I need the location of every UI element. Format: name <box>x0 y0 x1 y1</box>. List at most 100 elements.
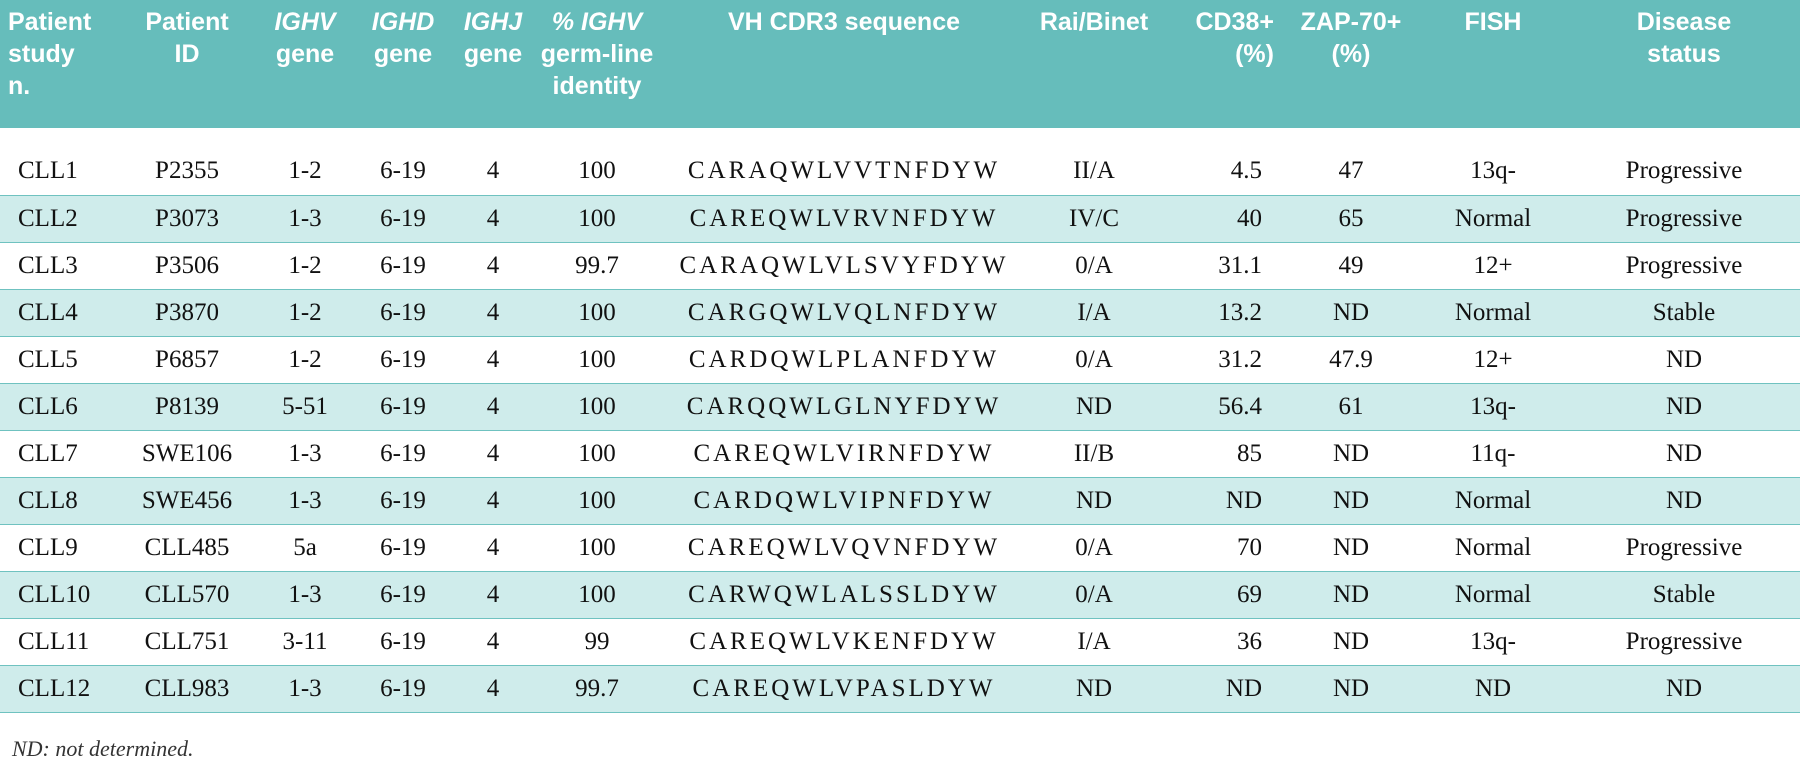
cell-rai-binet: I/A <box>1028 618 1160 666</box>
cell-study: CLL6 <box>0 383 118 431</box>
cell-cdr3-sequence: CARWQWLALSSLDYW <box>660 571 1028 619</box>
cell-rai-binet: I/A <box>1028 289 1160 337</box>
cell-germline-identity: 100 <box>534 430 660 478</box>
cell-study: CLL1 <box>0 148 118 196</box>
cell-zap70: ND <box>1284 571 1418 619</box>
cell-study: CLL12 <box>0 665 118 713</box>
cell-zap70: 65 <box>1284 195 1418 243</box>
cell-patient-id: P6857 <box>118 336 256 384</box>
cell-patient-id: P3870 <box>118 289 256 337</box>
cell-cdr3-sequence: CARDQWLPLANFDYW <box>660 336 1028 384</box>
cell-rai-binet: 0/A <box>1028 242 1160 290</box>
header-spacer <box>0 128 1800 148</box>
cell-zap70: ND <box>1284 477 1418 525</box>
cell-patient-id: CLL983 <box>118 665 256 713</box>
cell-germline-identity: 99.7 <box>534 665 660 713</box>
cell-rai-binet: II/B <box>1028 430 1160 478</box>
header-cd38: CD38+ (%) <box>1195 8 1274 68</box>
cell-cdr3-sequence: CARAQWLVVTNFDYW <box>660 148 1028 196</box>
cell-germline-identity: 100 <box>534 524 660 572</box>
header-ighj-gene: IGHJ gene <box>463 8 523 68</box>
header-ighd-gene: IGHD gene <box>371 8 435 68</box>
cell-cd38: 36 <box>1160 618 1284 666</box>
cell-rai-binet: 0/A <box>1028 524 1160 572</box>
cell-ighd-gene: 6-19 <box>354 477 452 525</box>
cell-fish: Normal <box>1418 289 1568 337</box>
cell-ighd-gene: 6-19 <box>354 383 452 431</box>
table-row: CLL12 CLL983 1-3 6-19 4 99.7 CAREQWLVPASLDYW ND… <box>0 665 1800 713</box>
cell-cd38: 70 <box>1160 524 1284 572</box>
cell-cd38: 13.2 <box>1160 289 1284 337</box>
cell-cdr3-sequence: CAREQWLVIRNFDYW <box>660 430 1028 478</box>
table-footnote: ND: not determined. <box>12 736 194 761</box>
cell-rai-binet: 0/A <box>1028 571 1160 619</box>
cell-ighv-gene: 5-51 <box>256 383 354 431</box>
table-header-row: Patient study n. Patient ID IGHV gene IG… <box>0 0 1800 128</box>
cell-zap70: 61 <box>1284 383 1418 431</box>
cell-zap70: ND <box>1284 430 1418 478</box>
cell-zap70: ND <box>1284 289 1418 337</box>
cell-ighj-gene: 4 <box>452 336 534 384</box>
table-row: CLL5 P6857 1-2 6-19 4 100 CARDQWLPLANFDYW 0/A 31… <box>0 336 1800 384</box>
table-row: CLL11 CLL751 3-11 6-19 4 99 CAREQWLVKENFDYW I/A… <box>0 618 1800 666</box>
cell-cd38: 40 <box>1160 195 1284 243</box>
cell-zap70: 47.9 <box>1284 336 1418 384</box>
patient-table: Patient study n. Patient ID IGHV gene IG… <box>0 0 1800 713</box>
cell-ighv-gene: 1-3 <box>256 477 354 525</box>
cell-fish: 13q- <box>1418 618 1568 666</box>
cell-cdr3-sequence: CAREQWLVKENFDYW <box>660 618 1028 666</box>
cell-cdr3-sequence: CARGQWLVQLNFDYW <box>660 289 1028 337</box>
cell-study: CLL4 <box>0 289 118 337</box>
header-disease-status: Disease status <box>1636 8 1732 68</box>
cell-ighj-gene: 4 <box>452 477 534 525</box>
cell-ighj-gene: 4 <box>452 148 534 196</box>
cell-ighv-gene: 1-2 <box>256 242 354 290</box>
table-row: CLL6 P8139 5-51 6-19 4 100 CARQQWLGLNYFDYW ND 56… <box>0 383 1800 431</box>
cell-ighd-gene: 6-19 <box>354 148 452 196</box>
cell-patient-id: CLL751 <box>118 618 256 666</box>
cell-ighd-gene: 6-19 <box>354 618 452 666</box>
cell-fish: 11q- <box>1418 430 1568 478</box>
cell-zap70: ND <box>1284 618 1418 666</box>
cell-cdr3-sequence: CARAQWLVLSVYFDYW <box>660 242 1028 290</box>
cell-patient-id: P8139 <box>118 383 256 431</box>
cell-ighv-gene: 1-3 <box>256 430 354 478</box>
header-patient-id: Patient ID <box>145 8 229 68</box>
cell-cd38: 56.4 <box>1160 383 1284 431</box>
cell-fish: 12+ <box>1418 242 1568 290</box>
cell-patient-id: SWE456 <box>118 477 256 525</box>
cell-ighd-gene: 6-19 <box>354 524 452 572</box>
cell-cdr3-sequence: CARQQWLGLNYFDYW <box>660 383 1028 431</box>
cell-ighd-gene: 6-19 <box>354 665 452 713</box>
cell-cdr3-sequence: CAREQWLVRVNFDYW <box>660 195 1028 243</box>
cell-disease-status: ND <box>1568 336 1800 384</box>
cell-ighv-gene: 1-3 <box>256 665 354 713</box>
cell-study: CLL8 <box>0 477 118 525</box>
cell-ighv-gene: 1-3 <box>256 195 354 243</box>
cell-fish: Normal <box>1418 195 1568 243</box>
header-cdr3-sequence: VH CDR3 sequence <box>727 8 961 36</box>
cell-rai-binet: II/A <box>1028 148 1160 196</box>
header-fish: FISH <box>1464 8 1522 36</box>
cell-fish: Normal <box>1418 477 1568 525</box>
cell-cd38: 31.2 <box>1160 336 1284 384</box>
cell-ighv-gene: 1-2 <box>256 148 354 196</box>
cell-disease-status: Progressive <box>1568 524 1800 572</box>
table-row: CLL2 P3073 1-3 6-19 4 100 CAREQWLVRVNFDYW IV/C 4… <box>0 195 1800 243</box>
cell-zap70: 49 <box>1284 242 1418 290</box>
cell-cd38: 31.1 <box>1160 242 1284 290</box>
table-row: CLL9 CLL485 5a 6-19 4 100 CAREQWLVQVNFDYW 0/A 70… <box>0 524 1800 572</box>
cell-patient-id: SWE106 <box>118 430 256 478</box>
cell-patient-id: P2355 <box>118 148 256 196</box>
cell-ighj-gene: 4 <box>452 242 534 290</box>
cell-germline-identity: 99.7 <box>534 242 660 290</box>
table-row: CLL7 SWE106 1-3 6-19 4 100 CAREQWLVIRNFDYW II/B… <box>0 430 1800 478</box>
table-row: CLL3 P3506 1-2 6-19 4 99.7 CARAQWLVLSVYFDYW 0/A… <box>0 242 1800 290</box>
cell-disease-status: ND <box>1568 383 1800 431</box>
cell-ighv-gene: 1-3 <box>256 571 354 619</box>
cell-fish: 13q- <box>1418 148 1568 196</box>
cell-patient-id: P3073 <box>118 195 256 243</box>
cell-rai-binet: 0/A <box>1028 336 1160 384</box>
cell-cd38: 69 <box>1160 571 1284 619</box>
cell-germline-identity: 100 <box>534 477 660 525</box>
